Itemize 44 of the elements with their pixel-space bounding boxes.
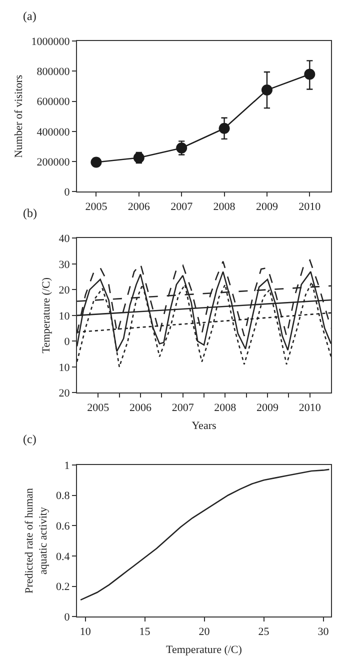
y-tick-label: 10 bbox=[58, 362, 70, 374]
x-axis-title: Temperature (/C) bbox=[166, 644, 242, 656]
x-tick-label: 2006 bbox=[130, 402, 152, 414]
x-tick-label: 2010 bbox=[298, 200, 322, 213]
y-tick-label: 1 bbox=[64, 460, 70, 472]
y-tick-label: 600000 bbox=[36, 96, 70, 108]
x-tick-label: 2005 bbox=[87, 402, 110, 414]
x-tick-label: 2006 bbox=[128, 200, 150, 213]
y-axis-title: Temperature (/C) bbox=[40, 277, 52, 354]
y-tick-label: 0.2 bbox=[56, 581, 70, 594]
x-tick-label: 20 bbox=[198, 626, 210, 638]
y-tick-label: 0.6 bbox=[56, 520, 70, 532]
x-tick-label: 10 bbox=[80, 626, 92, 638]
y-tick-label: 0 bbox=[64, 186, 70, 198]
x-tick-label: 2008 bbox=[213, 200, 236, 213]
y-tick-label: 200000 bbox=[36, 156, 70, 168]
chart-title: (c) bbox=[23, 432, 36, 446]
x-tick-label: 2010 bbox=[298, 402, 322, 414]
y-tick-label: 10 bbox=[58, 310, 70, 322]
y-tick-label: 0 bbox=[64, 336, 70, 348]
y-tick-label: 400000 bbox=[36, 126, 70, 138]
y-tick-label: 30 bbox=[58, 258, 70, 271]
y-tick-label: 800000 bbox=[36, 66, 70, 78]
x-tick-label: 30 bbox=[318, 626, 330, 638]
x-tick-label: 2009 bbox=[256, 200, 278, 213]
y-tick-label: 20 bbox=[58, 387, 70, 400]
x-axis-title: Years bbox=[192, 420, 216, 432]
x-tick-label: 2007 bbox=[170, 200, 194, 213]
chart-title: (b) bbox=[23, 206, 37, 220]
y-tick-label: 0.4 bbox=[56, 550, 70, 563]
x-tick-label: 2005 bbox=[85, 200, 108, 213]
y-tick-label: 20 bbox=[58, 284, 70, 297]
x-tick-label: 15 bbox=[139, 626, 151, 638]
y-tick-label: 0 bbox=[64, 612, 70, 624]
y-axis-title: Predicted rate of human aquatic activity bbox=[23, 488, 50, 594]
x-tick-label: 25 bbox=[258, 626, 270, 638]
x-tick-label: 2009 bbox=[256, 402, 279, 414]
chart-title: (a) bbox=[23, 9, 36, 23]
y-tick-label: 40 bbox=[58, 233, 70, 246]
y-tick-label: 0.8 bbox=[56, 490, 70, 502]
y-axis-title: Number of visitors bbox=[12, 74, 25, 158]
y-tick-label: 1000000 bbox=[31, 36, 70, 48]
x-tick-label: 2008 bbox=[214, 402, 237, 414]
x-tick-label: 2007 bbox=[172, 402, 194, 414]
